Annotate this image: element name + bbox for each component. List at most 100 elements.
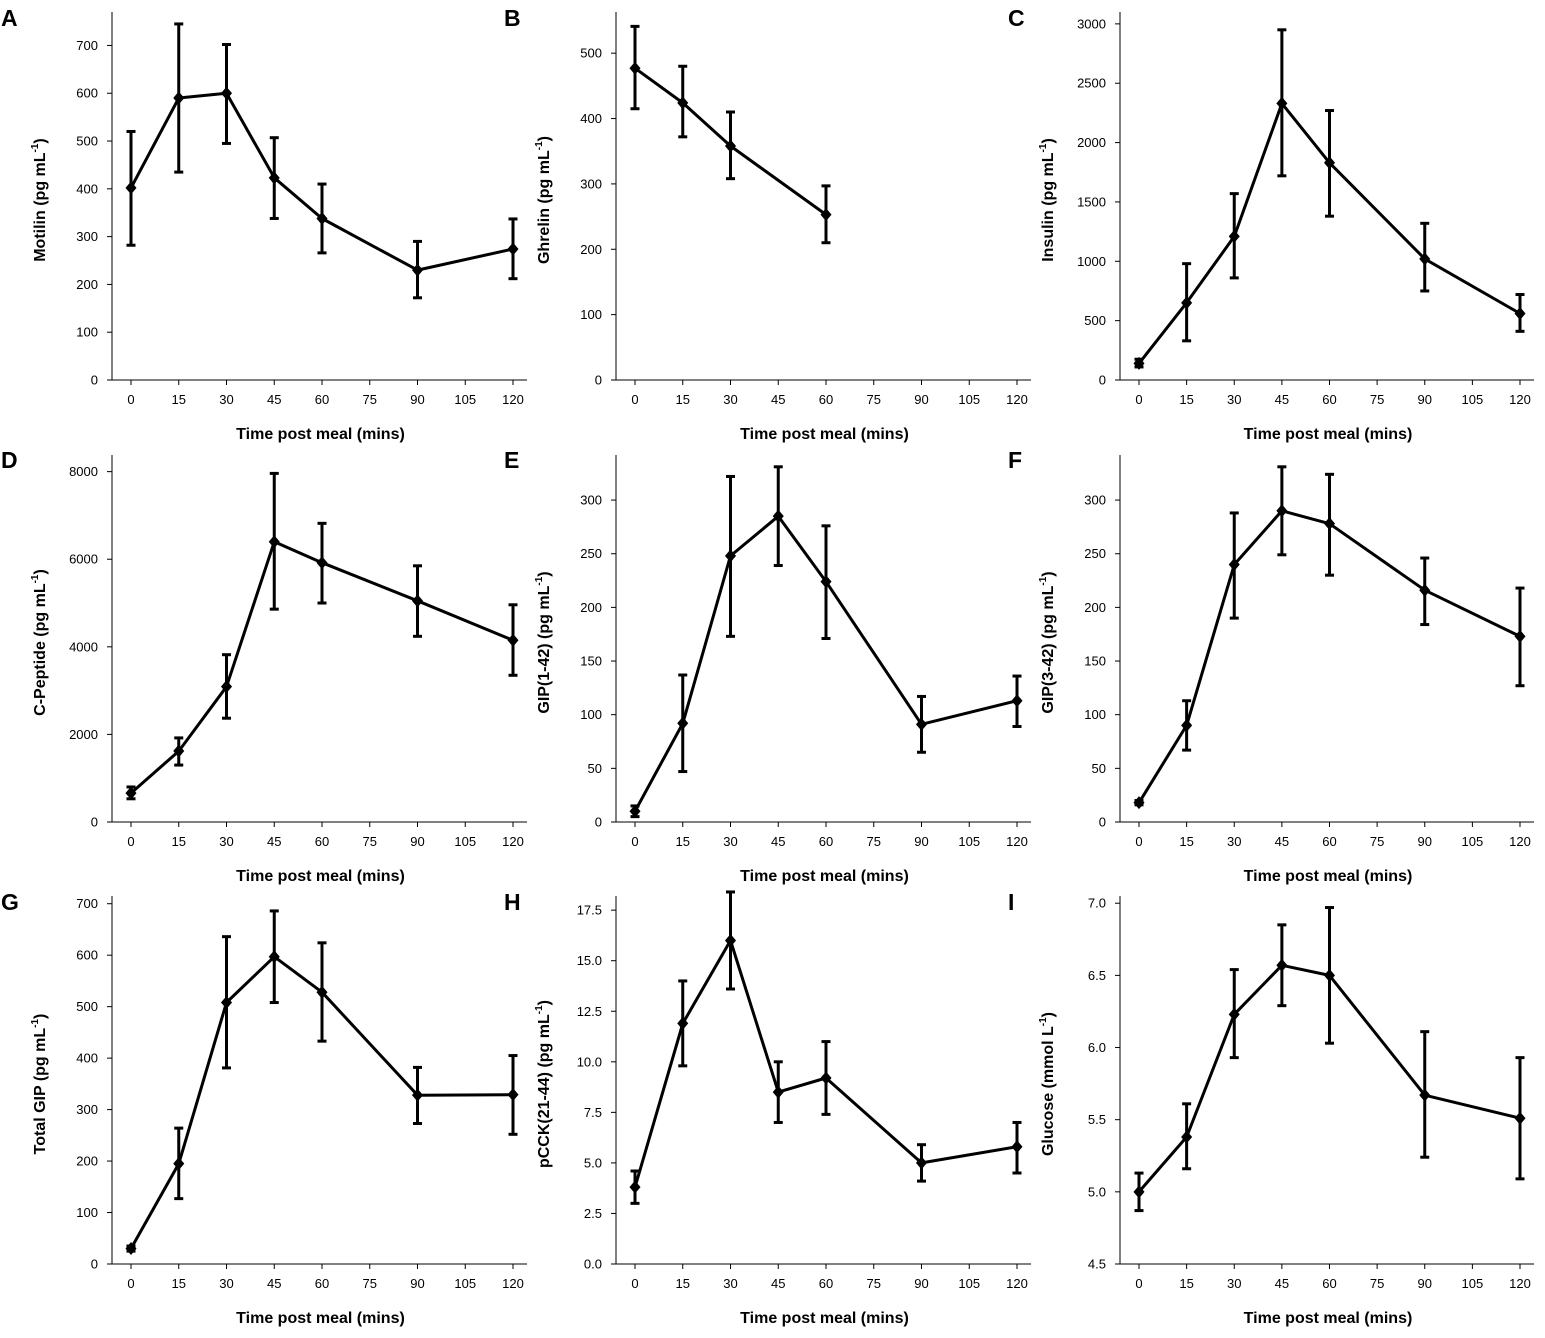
- y-axis-title: Motilin (pg mL-1): [30, 138, 49, 262]
- data-point: [677, 96, 689, 110]
- y-tick-label: 200: [580, 242, 602, 257]
- panel-label: H: [504, 889, 521, 915]
- x-tick-label: 90: [914, 834, 928, 849]
- panel-label: A: [1, 5, 18, 31]
- data-point: [411, 594, 424, 608]
- x-tick-label: 105: [958, 392, 980, 407]
- x-tick-label: 45: [771, 1276, 785, 1291]
- y-tick-label: 700: [76, 896, 98, 911]
- data-point: [677, 716, 689, 730]
- x-tick-label: 0: [1135, 392, 1142, 407]
- y-tick-label: 5.5: [1088, 1112, 1106, 1127]
- x-axis-title: Time post meal (mins): [740, 868, 909, 885]
- data-point: [173, 91, 185, 105]
- x-tick-label: 105: [958, 1276, 980, 1291]
- x-tick-label: 60: [315, 392, 329, 407]
- y-axis-title-main: Insulin (pg mL: [1040, 152, 1057, 262]
- y-axis-title-sup: -1: [1038, 576, 1049, 585]
- y-axis-title-end: ): [536, 136, 553, 141]
- x-tick-label: 60: [819, 1276, 833, 1291]
- x-tick-label: 75: [363, 834, 377, 849]
- y-tick-label: 100: [580, 707, 602, 722]
- y-tick-label: 7.0: [1088, 896, 1106, 911]
- data-point: [1228, 229, 1240, 243]
- data-point: [772, 509, 784, 523]
- y-tick-label: 8000: [69, 464, 98, 479]
- data-point: [316, 556, 328, 570]
- x-tick-label: 105: [1462, 1276, 1484, 1291]
- x-tick-label: 30: [1227, 1276, 1241, 1291]
- x-tick-label: 60: [819, 834, 833, 849]
- x-tick-label: 0: [127, 1276, 134, 1291]
- y-tick-label: 4000: [69, 639, 98, 654]
- x-tick-label: 60: [1322, 392, 1336, 407]
- x-tick-label: 105: [454, 392, 476, 407]
- data-point: [125, 181, 137, 195]
- x-tick-label: 45: [1275, 392, 1289, 407]
- x-tick-label: 30: [219, 392, 233, 407]
- y-tick-label: 100: [580, 307, 602, 322]
- data-point: [1514, 629, 1526, 643]
- y-tick-label: 50: [1092, 761, 1106, 776]
- y-tick-label: 2000: [1077, 135, 1106, 150]
- x-tick-label: 30: [723, 834, 737, 849]
- data-point: [1419, 583, 1431, 597]
- y-tick-label: 400: [76, 181, 98, 196]
- y-tick-label: 250: [1084, 546, 1106, 561]
- x-tick-label: 90: [914, 1276, 928, 1291]
- x-tick-label: 60: [315, 1276, 329, 1291]
- x-tick-label: 15: [1179, 392, 1193, 407]
- x-tick-label: 45: [1275, 834, 1289, 849]
- x-tick-label: 90: [1418, 392, 1432, 407]
- y-axis-title: GIP(1-42) (pg mL-1): [534, 571, 553, 713]
- x-tick-label: 60: [1322, 1276, 1336, 1291]
- y-tick-label: 500: [76, 134, 98, 149]
- y-tick-label: 300: [580, 176, 602, 191]
- x-tick-label: 0: [631, 392, 638, 407]
- data-point: [1181, 296, 1193, 310]
- x-tick-label: 0: [1135, 1276, 1142, 1291]
- data-point: [1276, 958, 1288, 972]
- y-tick-label: 100: [76, 1205, 98, 1220]
- data-point: [1514, 1111, 1526, 1125]
- x-tick-label: 90: [410, 392, 424, 407]
- x-tick-label: 120: [1509, 392, 1531, 407]
- x-tick-label: 45: [1275, 1276, 1289, 1291]
- panel-label: B: [504, 5, 521, 31]
- data-point: [268, 171, 280, 185]
- y-axis-title: Glucose (mmol L-1): [1038, 1012, 1057, 1156]
- y-axis-title-end: ): [32, 138, 49, 143]
- x-axis-title: Time post meal (mins): [236, 426, 405, 443]
- y-axis-title-sup: -1: [1038, 143, 1049, 152]
- y-axis-title-end: ): [1040, 138, 1057, 143]
- y-tick-label: 1500: [1077, 194, 1106, 209]
- y-tick-label: 100: [1084, 707, 1106, 722]
- data-point: [125, 1242, 137, 1256]
- panel-e: E 0 50 100 150 200 250 300 0 15 30 45 60 75 90 105 120 Ti…: [504, 447, 1031, 885]
- y-tick-label: 1000: [1077, 254, 1106, 269]
- y-tick-label: 300: [580, 493, 602, 508]
- x-tick-label: 105: [958, 834, 980, 849]
- data-point: [125, 786, 137, 800]
- y-axis-title-end: ): [1040, 1012, 1057, 1017]
- data-point: [316, 985, 328, 999]
- y-tick-label: 6.5: [1088, 968, 1106, 983]
- y-axis-title: Insulin (pg mL-1): [1038, 138, 1057, 262]
- data-point: [772, 1085, 784, 1099]
- y-axis-title-sup: -1: [534, 141, 545, 150]
- y-tick-label: 17.5: [577, 903, 602, 918]
- x-tick-label: 120: [502, 392, 524, 407]
- y-axis-title-main: Total GIP (pg mL: [32, 1028, 49, 1155]
- data-point: [915, 1156, 928, 1170]
- y-axis-title-end: ): [32, 569, 49, 574]
- x-tick-label: 45: [771, 392, 785, 407]
- data-point: [268, 950, 280, 964]
- y-tick-label: 200: [76, 277, 98, 292]
- data-point: [507, 1088, 519, 1102]
- y-tick-label: 300: [76, 229, 98, 244]
- x-tick-label: 90: [1418, 1276, 1432, 1291]
- data-point: [1323, 968, 1336, 982]
- x-tick-label: 15: [676, 834, 690, 849]
- y-tick-label: 400: [580, 111, 602, 126]
